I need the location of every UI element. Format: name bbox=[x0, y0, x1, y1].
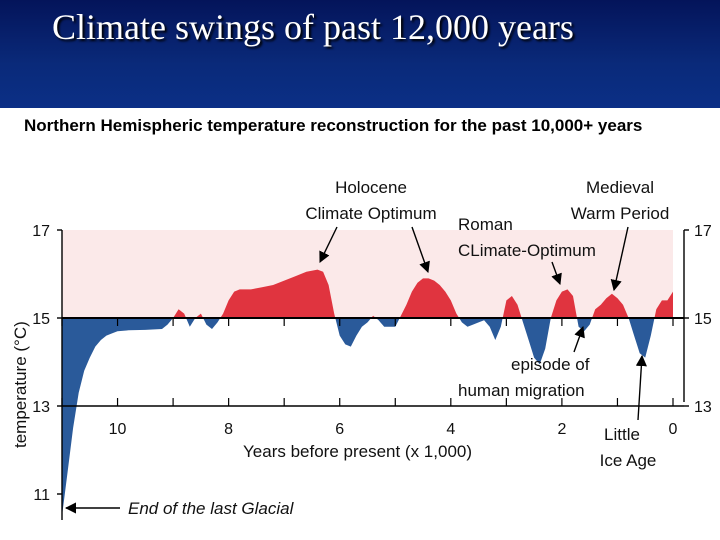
x-axis-label: Years before present (x 1,000) bbox=[243, 442, 472, 461]
right-y-tick-label: 15 bbox=[694, 311, 712, 328]
annotation-end-glacial: End of the last Glacial bbox=[128, 499, 295, 518]
right-y-tick-label: 17 bbox=[694, 223, 712, 240]
x-tick-label: 2 bbox=[557, 421, 566, 438]
y-tick-label: 17 bbox=[32, 223, 50, 240]
arrow-migration bbox=[573, 325, 585, 353]
x-tick-label: 4 bbox=[446, 421, 455, 438]
arrow-little-ice-age bbox=[635, 354, 647, 421]
warm-anomaly-area bbox=[62, 269, 673, 318]
chart-title: Northern Hemispheric temperature reconst… bbox=[24, 116, 643, 135]
right-y-tick-label: 13 bbox=[694, 399, 712, 416]
y-tick-label: 15 bbox=[32, 311, 50, 328]
annotation-roman-line2: CLimate-Optimum bbox=[458, 241, 596, 260]
x-tick-label: 10 bbox=[109, 421, 127, 438]
annotation-migration-line2: human migration bbox=[458, 381, 585, 400]
y-tick-label: 13 bbox=[32, 399, 50, 416]
annotation-little-ice-age-line1: Little bbox=[604, 425, 640, 444]
annotation-holocene-line2: Climate Optimum bbox=[305, 204, 436, 223]
arrow-holocene-1 bbox=[319, 226, 338, 264]
arrow-medieval bbox=[610, 226, 629, 292]
slide-title: Climate swings of past 12,000 years bbox=[52, 7, 574, 47]
x-tick-label: 6 bbox=[335, 421, 344, 438]
annotation-medieval-line1: Medieval bbox=[586, 178, 654, 197]
x-tick-label: 0 bbox=[669, 421, 678, 438]
annotation-holocene-line1: Holocene bbox=[335, 178, 407, 197]
annotation-medieval-line2: Warm Period bbox=[571, 204, 670, 223]
x-tick-label: 8 bbox=[224, 421, 233, 438]
annotation-little-ice-age-line2: Ice Age bbox=[600, 451, 657, 470]
arrow-holocene-2 bbox=[411, 226, 430, 274]
annotation-roman-line1: Roman bbox=[458, 215, 513, 234]
arrow-roman bbox=[551, 261, 562, 286]
title-banner: Climate swings of past 12,000 years bbox=[0, 0, 720, 108]
y-tick-label: 11 bbox=[33, 487, 50, 504]
y-axis-label: temperature (°C) bbox=[11, 321, 30, 448]
annotation-migration-line1: episode of bbox=[511, 355, 590, 374]
